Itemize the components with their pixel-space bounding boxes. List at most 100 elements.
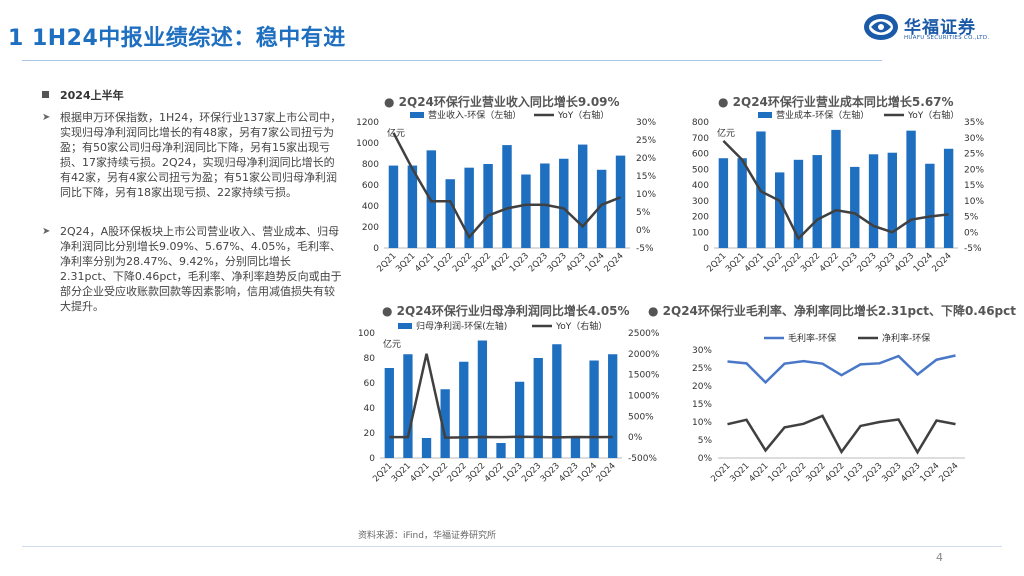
bar <box>483 164 493 248</box>
bar <box>440 389 450 458</box>
y-right-tick-label: 30% <box>964 134 984 144</box>
x-tick-label: 2Q21 <box>709 461 732 484</box>
y-right-tick-label: 15% <box>964 181 984 191</box>
unit-label: 亿元 <box>387 127 405 139</box>
x-tick-label: 2Q23 <box>527 251 550 274</box>
bar <box>502 145 512 248</box>
x-tick-label: 2Q23 <box>861 461 884 484</box>
yoy-line <box>392 132 622 240</box>
y-right-tick-label: 10% <box>636 190 656 200</box>
x-tick-label: 4Q22 <box>823 461 846 484</box>
bar <box>570 438 581 458</box>
x-tick-label: 2Q22 <box>780 251 803 274</box>
y-left-tick-label: 300 <box>692 197 709 207</box>
bar <box>608 354 618 458</box>
legend-bar-label: 营业收入-环保（左轴） <box>428 109 521 121</box>
bar <box>459 361 469 458</box>
y-left-tick-label: 20 <box>364 429 376 439</box>
yoy-line <box>722 140 949 241</box>
y-left-tick-label: 700 <box>692 134 709 144</box>
x-tick-label: 4Q22 <box>483 461 506 484</box>
square-bullet-icon <box>42 91 49 98</box>
y-left-tick-label: 200 <box>692 213 709 223</box>
legend-bar-label: 营业成本-环保（左轴） <box>776 109 869 121</box>
x-tick-label: 3Q21 <box>724 251 747 274</box>
legend-net-label: 净利率-环保 <box>882 332 930 344</box>
y-left-tick-label: 1200 <box>356 118 379 128</box>
y-left-tick-label: 400 <box>362 202 379 212</box>
y-tick-label: 10% <box>692 418 712 428</box>
bar <box>737 158 747 248</box>
x-tick-label: 3Q23 <box>546 251 569 274</box>
bar <box>445 179 455 248</box>
bar <box>793 159 804 248</box>
x-tick-label: 2Q22 <box>785 461 808 484</box>
bar <box>514 381 525 458</box>
bar <box>559 158 569 248</box>
bar <box>388 165 399 248</box>
y-right-tick-label: 2500% <box>628 329 660 339</box>
y-tick-label: 0% <box>698 454 713 464</box>
margin-chart: ● 2Q24环保行业毛利率、净利率同比增长2.31pct、下降0.46pct 0… <box>640 298 1024 503</box>
bar <box>533 358 543 458</box>
y-right-tick-label: 0% <box>628 433 643 443</box>
legend-bar-label: 归母净利润-环保(左轴) <box>416 320 507 332</box>
chart-svg: 0 100 200 300 400 500 600 700 800 -5% 0% 5% 10% 15% 20… <box>692 109 985 274</box>
bar <box>718 158 729 248</box>
x-tick-label: 4Q23 <box>893 251 916 274</box>
x-tick-label: 2Q24 <box>602 251 625 274</box>
x-tick-label: 4Q22 <box>818 251 841 274</box>
chart-title: ● 2Q24环保行业毛利率、净利率同比增长2.31pct、下降0.46pct <box>648 304 1017 318</box>
y-right-tick-label: -5% <box>636 244 654 254</box>
bar <box>384 368 394 458</box>
x-tick-label: 2Q21 <box>375 251 398 274</box>
x-tick-label: 2Q24 <box>595 461 618 484</box>
footer-divider <box>22 546 1002 547</box>
x-tick-label: 3Q21 <box>394 251 417 274</box>
arrow-bullet-icon: ➤ <box>42 226 51 237</box>
x-tick-label: 3Q22 <box>804 461 827 484</box>
bar <box>403 354 413 458</box>
bar <box>421 438 432 458</box>
chart-svg: 0 20 40 60 80 100 -500% 0% 500% 1000% 1500% 2000% 25… <box>358 320 660 484</box>
y-left-tick-label: 500 <box>692 165 709 175</box>
y-left-tick-label: 200 <box>362 223 379 233</box>
chart-title: ● 2Q24环保行业营业成本同比增长5.67% <box>718 95 954 109</box>
y-right-tick-label: 15% <box>636 172 656 182</box>
chart-title: ● 2Q24环保行业归母净利润同比增长4.05% <box>382 304 630 318</box>
bar <box>589 360 599 458</box>
chart-title-text: 2Q24环保行业营业收入同比增长9.09% <box>398 95 620 109</box>
x-tick-label: 3Q21 <box>390 461 413 484</box>
logo-english-name: HUAFU SECURITIES CO.,LTD. <box>904 35 990 41</box>
bar <box>577 144 588 248</box>
y-right-tick-label: 20% <box>964 165 984 175</box>
y-left-tick-label: 400 <box>692 181 709 191</box>
legend-gross-label: 毛利率-环保 <box>788 332 836 344</box>
y-right-tick-label: 35% <box>964 118 984 128</box>
cost-chart: ● 2Q24环保行业营业成本同比增长5.67% 0 100 200 300 400 500… <box>688 88 1018 293</box>
legend-bar-swatch <box>398 323 412 329</box>
y-left-tick-label: 1000 <box>356 139 379 149</box>
x-tick-label: 4Q21 <box>413 251 436 274</box>
x-tick-label: 1Q23 <box>842 461 865 484</box>
y-right-tick-label: 5% <box>636 208 651 218</box>
y-left-tick-label: 800 <box>692 118 709 128</box>
legend-line-label: YoY（右轴） <box>557 109 609 121</box>
y-right-tick-label: 10% <box>964 197 984 207</box>
legend-bar-swatch <box>410 112 424 118</box>
bar <box>850 166 860 248</box>
x-tick-label: 2Q22 <box>451 251 474 274</box>
y-right-tick-label: 0% <box>964 228 979 238</box>
bar <box>906 130 916 248</box>
bar <box>596 169 607 248</box>
y-left-tick-label: 800 <box>362 160 379 170</box>
bullet-text: 根据申万环保指数，1H24，环保行业137家上市公司中，实现归母净利润同比增长的… <box>60 111 342 199</box>
chart-title-text: 2Q24环保行业营业成本同比增长5.67% <box>732 95 954 109</box>
company-logo: 华福证券 HUAFU SECURITIES CO.,LTD. <box>862 10 1002 44</box>
x-tick-label: 4Q23 <box>565 251 588 274</box>
y-right-tick-label: 1000% <box>628 392 660 402</box>
y-right-tick-label: 25% <box>964 150 984 160</box>
arrow-bullet-icon: ➤ <box>42 112 51 123</box>
legend-line-label: YoY（右轴） <box>555 320 607 332</box>
bar <box>831 129 841 248</box>
